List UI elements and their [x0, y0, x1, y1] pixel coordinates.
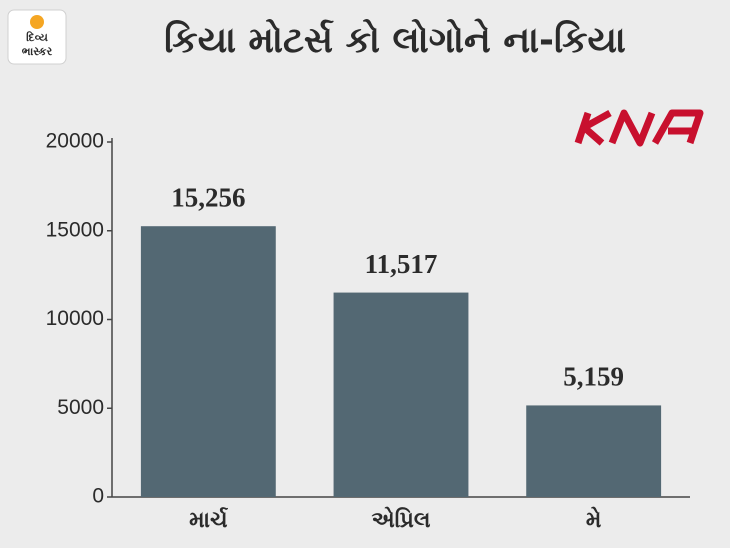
value-label: 11,517 — [365, 249, 438, 279]
bar — [333, 292, 469, 497]
value-label: 15,256 — [171, 182, 245, 212]
y-tick-label: 10000 — [46, 307, 104, 330]
logo-sun — [30, 15, 44, 29]
bar — [526, 405, 662, 497]
x-tick-label: મે — [586, 506, 602, 533]
kia-k — [574, 109, 612, 146]
kia-i — [608, 109, 656, 147]
y-tick-label: 20000 — [46, 130, 104, 153]
logo-text: દિવ્ય — [26, 30, 48, 44]
y-tick-label: 15000 — [46, 218, 104, 241]
value-label: 5,159 — [563, 362, 624, 392]
kia-a — [651, 109, 704, 145]
y-tick-label: 5000 — [57, 396, 104, 419]
y-tick-label: 0 — [92, 485, 104, 508]
x-tick-label: એપ્રિલ — [371, 506, 430, 533]
bar — [140, 226, 276, 497]
x-tick-label: માર્ચ — [189, 507, 229, 533]
brand-logo: દિવ્ય ભાસ્કર — [7, 9, 67, 65]
logo-box — [7, 9, 67, 65]
logo-text: ભાસ્કર — [22, 45, 53, 58]
chart-title: કિયા મોટર્સ કો લોગોને ના-કિયા — [164, 18, 626, 61]
kia-logo — [574, 109, 704, 147]
